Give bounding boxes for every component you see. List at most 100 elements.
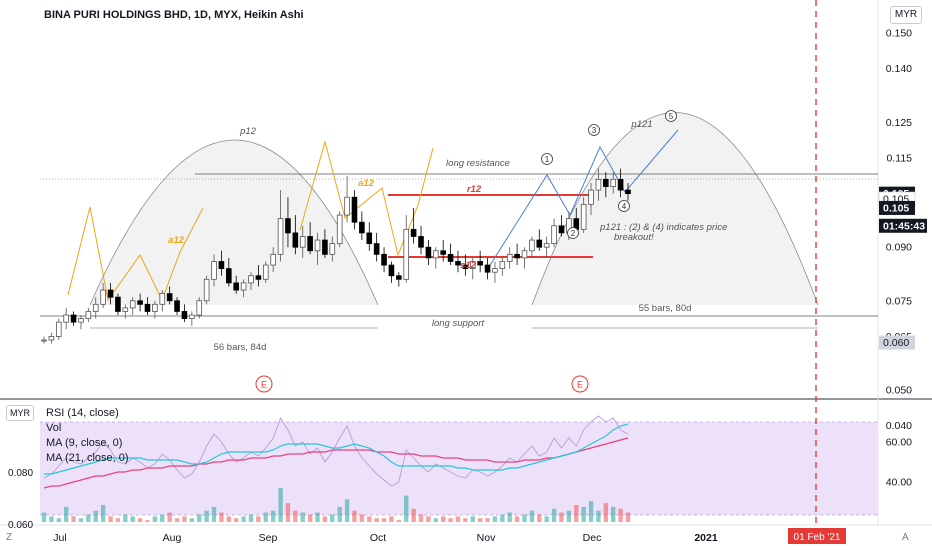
candle-body [115, 296, 121, 312]
wave-marker-label: 1 [545, 155, 550, 164]
volume-bar [256, 516, 261, 522]
candle-body [248, 275, 254, 284]
volume-bar [315, 512, 320, 522]
candle-body [432, 250, 439, 259]
volume-bar [463, 518, 468, 522]
orange-path-2 [299, 140, 434, 257]
candle-body [307, 236, 313, 252]
price-axis-tick: 0.140 [886, 63, 912, 75]
volume-bar [86, 514, 91, 522]
wave-marker-label: 4 [622, 202, 627, 211]
price-label-box [879, 218, 927, 233]
volume-bar [174, 518, 180, 522]
candle-body [92, 303, 99, 312]
volume-bar [278, 488, 283, 522]
candle-body [144, 303, 151, 312]
wave-marker-label: 2 [571, 229, 576, 238]
candle-body [558, 225, 565, 234]
volume-bar [167, 512, 172, 522]
volume-bar [137, 518, 143, 522]
annotation-range-1: 56 bars, 84d [214, 342, 267, 353]
blue-wave-path [486, 129, 679, 271]
volume-bar [625, 512, 631, 522]
legend-vol[interactable]: Vol [46, 422, 62, 434]
candle-body [285, 218, 291, 234]
volume-bar [433, 518, 438, 522]
volume-bar [263, 512, 268, 522]
annotation-p121-note-1: p121 : (2) & (4) indicates price [599, 222, 727, 233]
volume-bar [507, 512, 512, 522]
volume-bar [204, 510, 209, 522]
legend-rsi[interactable]: RSI (14, close) [46, 407, 119, 419]
volume-bar [234, 518, 239, 522]
volume-bar [248, 514, 254, 522]
candle-body [211, 261, 217, 280]
candle-body [536, 239, 543, 248]
candle-body [137, 300, 143, 305]
candle-body [506, 253, 513, 262]
candle-body [588, 189, 594, 205]
price-label: 0.105 [883, 202, 909, 214]
volume-bar [322, 516, 328, 522]
candle-body [174, 300, 180, 312]
volume-bar [108, 516, 113, 522]
candle-body [70, 314, 77, 323]
volume-bar [455, 516, 461, 522]
time-axis-label: Nov [477, 532, 496, 544]
candle-body [233, 282, 240, 291]
volume-bar [477, 518, 483, 522]
candle-body [396, 275, 402, 280]
volume-bar [182, 516, 187, 522]
indicator-currency[interactable]: MYR [6, 405, 34, 421]
candle-body [122, 307, 129, 312]
annotation-p121: p121 [630, 119, 652, 130]
annotation-range-2: 55 bars, 80d [639, 303, 692, 314]
volume-bar [529, 510, 535, 522]
auto-scale-toggle[interactable]: A [902, 532, 909, 543]
candle-body [129, 300, 136, 309]
legend-ma9[interactable]: MA (9, close, 0) [46, 437, 123, 449]
volume-bar [381, 518, 387, 522]
volume-bar [152, 516, 158, 522]
volume-bar [197, 514, 202, 522]
volume-bar [611, 506, 616, 522]
candle-body [322, 239, 328, 255]
volume-bar [337, 506, 342, 522]
volume-bar [93, 510, 98, 522]
volume-bar [307, 514, 313, 522]
time-axis-label: 2021 [694, 532, 718, 544]
annotation-p12: p12 [239, 126, 257, 137]
candle-body [617, 178, 624, 191]
volume-bar [389, 516, 394, 522]
timezone-toggle[interactable]: Z [6, 532, 13, 543]
annotation-a12-1: a12 [168, 235, 185, 246]
candle-body [181, 311, 188, 319]
candle-body [226, 268, 232, 284]
volume-bar [618, 508, 623, 522]
candle-body [314, 239, 321, 252]
wave-marker-circle [567, 227, 579, 239]
volume-bar [78, 518, 84, 522]
annotation-a12-2: a12 [358, 178, 375, 189]
rsi-axis-tick: 60.00 [886, 437, 912, 449]
candle-body [63, 314, 69, 323]
currency-selector[interactable]: MYR [890, 6, 922, 24]
time-axis-label: Dec [583, 532, 602, 544]
candle-body [255, 275, 262, 280]
wave-marker-label: 5 [669, 112, 674, 121]
orange-path-1 [67, 206, 204, 302]
candle-body [277, 218, 284, 255]
volume-bar [189, 518, 195, 522]
legend-ma21[interactable]: MA (21, close, 0) [46, 452, 129, 464]
volume-bar [330, 514, 335, 522]
volume-bar [352, 510, 357, 522]
annotation-p121-note-2: breakout! [614, 232, 654, 243]
earnings-marker-label: E [577, 380, 583, 390]
candle-body [218, 261, 225, 270]
volume-bar [100, 505, 106, 522]
candle-body [196, 300, 203, 316]
dome-p12 [89, 139, 379, 306]
candle-body [292, 232, 299, 248]
candle-body [85, 311, 92, 319]
